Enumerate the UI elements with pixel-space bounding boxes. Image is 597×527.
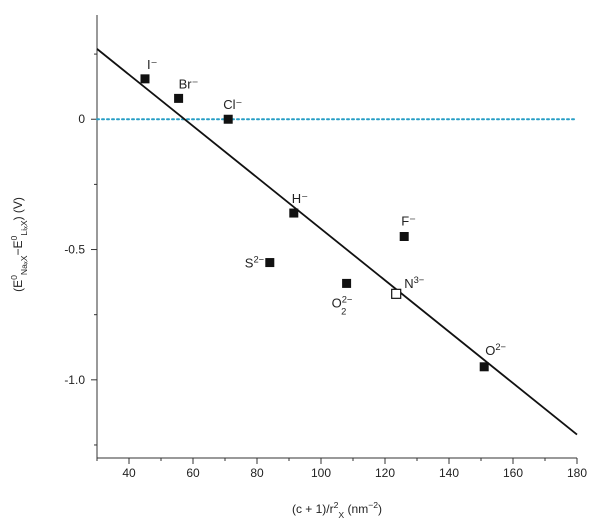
data-points [140, 74, 489, 372]
point-label: H⁻ [292, 191, 308, 206]
chart-lines [96, 48, 578, 436]
x-axis-title: (c + 1)/r2X (nm−2) [292, 500, 382, 520]
x-tick-label: 100 [311, 466, 331, 480]
point-label: N3− [404, 275, 424, 291]
x-tick-label: 180 [567, 466, 587, 480]
point-labels: I⁻ Br⁻ Cl⁻ H⁻ S2− O2− 2 F⁻ O2− N3− [147, 57, 506, 358]
filled-square-point [174, 93, 184, 103]
open-square-point [391, 288, 402, 299]
x-tick-label: 160 [503, 466, 523, 480]
filled-square-point [342, 278, 352, 288]
point-label: O2− 2 [332, 294, 353, 316]
axes: 40 60 80 100 120 140 160 180 0 -0.5 -1.0 [64, 15, 587, 480]
y-tick-label: 0 [78, 112, 85, 126]
y-axis-title: (E0NaₓX−E0LiₓX) (V) [9, 197, 29, 292]
y-tick-label: -1.0 [64, 373, 85, 387]
point-label: F⁻ [401, 214, 416, 229]
filled-square-point [223, 114, 233, 124]
point-label: I⁻ [147, 57, 158, 72]
point-label: Cl⁻ [223, 97, 242, 112]
x-tick-label: 140 [439, 466, 459, 480]
x-tick-label: 80 [250, 466, 264, 480]
filled-square-point [289, 208, 299, 218]
y-tick-label: -0.5 [64, 243, 85, 257]
filled-square-point [479, 362, 489, 372]
point-label: O2− [485, 342, 506, 358]
filled-square-point [140, 74, 150, 84]
x-tick-label: 120 [375, 466, 395, 480]
filled-square-point [265, 258, 275, 268]
x-tick-label: 60 [186, 466, 200, 480]
fit-line [96, 48, 578, 436]
axis-titles: (c + 1)/r2X (nm−2) (E0NaₓX−E0LiₓX) (V) [9, 197, 382, 520]
filled-square-point [399, 232, 409, 241]
point-label: S2− [245, 255, 264, 271]
x-tick-label: 40 [122, 466, 136, 480]
point-label: Br⁻ [179, 76, 199, 91]
